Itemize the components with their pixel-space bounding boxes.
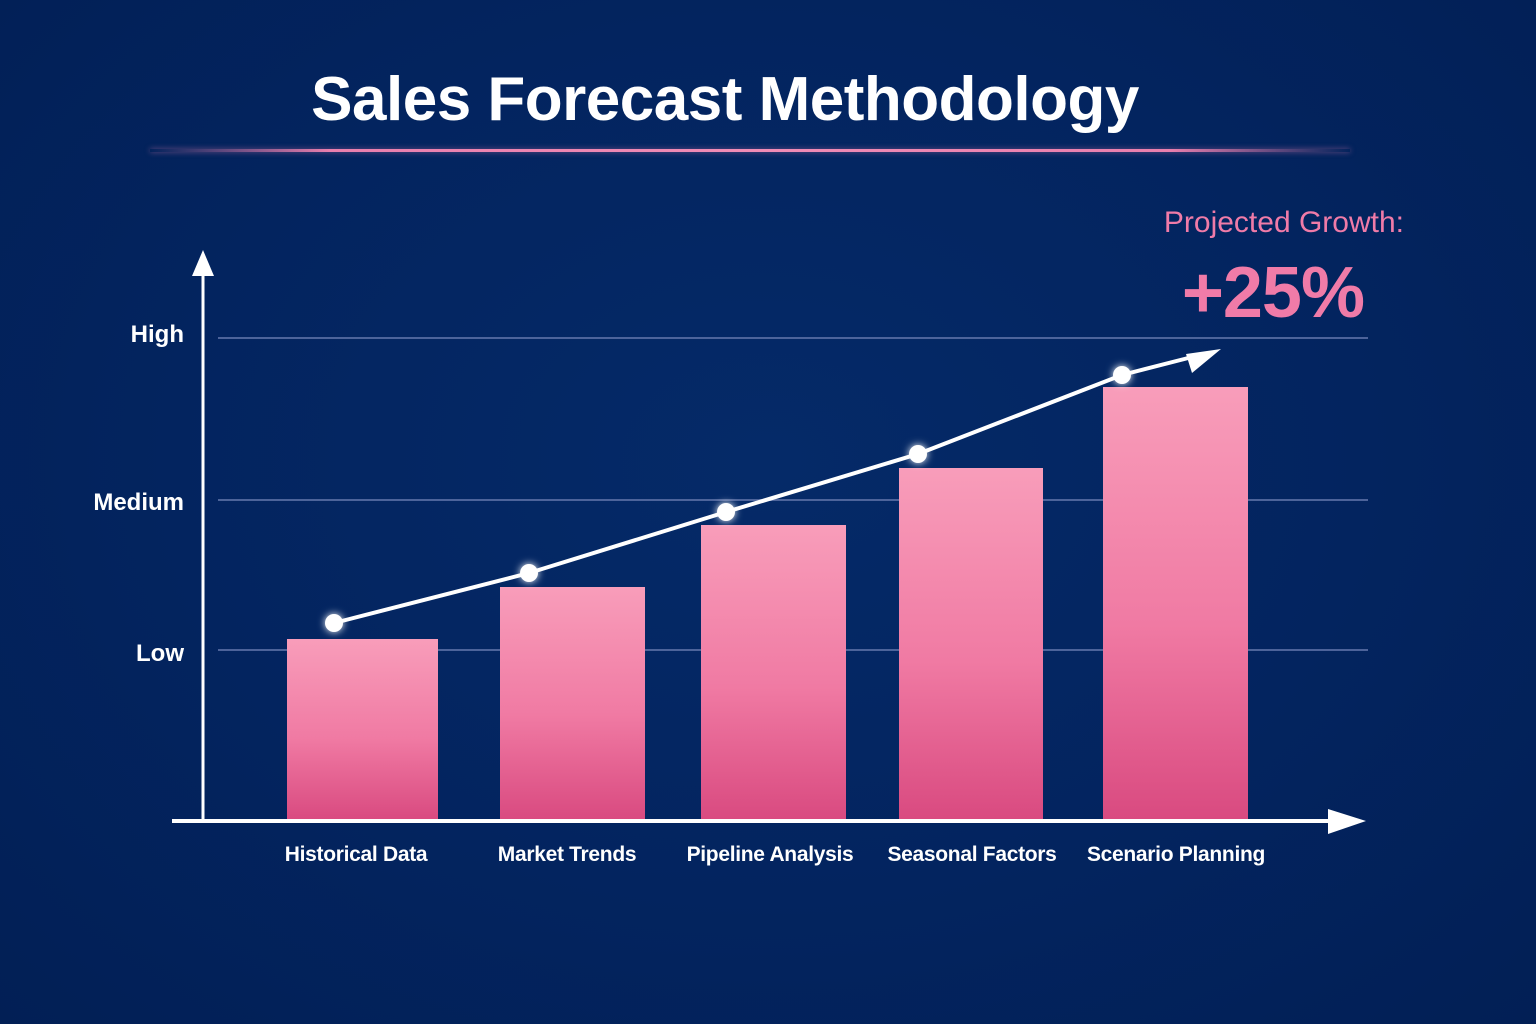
trend-marker xyxy=(1113,366,1131,384)
x-tick-market-trends: Market Trends xyxy=(497,843,637,866)
trend-marker xyxy=(717,503,735,521)
bar-market-trends xyxy=(500,587,645,820)
projected-growth-value: +25% xyxy=(1181,253,1365,333)
bars xyxy=(287,387,1248,820)
chart-title: Sales Forecast Methodology xyxy=(311,65,1139,134)
y-axis xyxy=(192,250,214,822)
trend-markers xyxy=(325,366,1131,632)
trend-marker xyxy=(909,445,927,463)
projected-growth-label: Projected Growth: xyxy=(1163,206,1404,239)
y-tick-high: High xyxy=(130,321,184,348)
x-tick-seasonal-factors: Seasonal Factors xyxy=(887,843,1057,866)
x-tick-historical-data: Historical Data xyxy=(284,843,428,866)
trend-line xyxy=(325,349,1221,632)
x-axis-arrow-icon xyxy=(1328,809,1366,834)
y-tick-medium: Medium xyxy=(93,489,184,516)
bar-seasonal-factors xyxy=(899,468,1043,820)
trend-marker xyxy=(325,614,343,632)
y-axis-arrow-icon xyxy=(192,250,214,276)
trend-arrow-icon xyxy=(1186,349,1221,373)
bar-historical-data xyxy=(287,639,438,820)
y-tick-low: Low xyxy=(136,640,184,667)
x-axis xyxy=(172,809,1366,834)
bar-pipeline-analysis xyxy=(701,525,846,820)
bar-scenario-planning xyxy=(1103,387,1248,820)
x-tick-scenario-planning: Scenario Planning xyxy=(1086,843,1266,866)
trend-marker xyxy=(520,564,538,582)
title-underline xyxy=(150,149,1350,152)
x-tick-pipeline-analysis: Pipeline Analysis xyxy=(686,843,854,866)
